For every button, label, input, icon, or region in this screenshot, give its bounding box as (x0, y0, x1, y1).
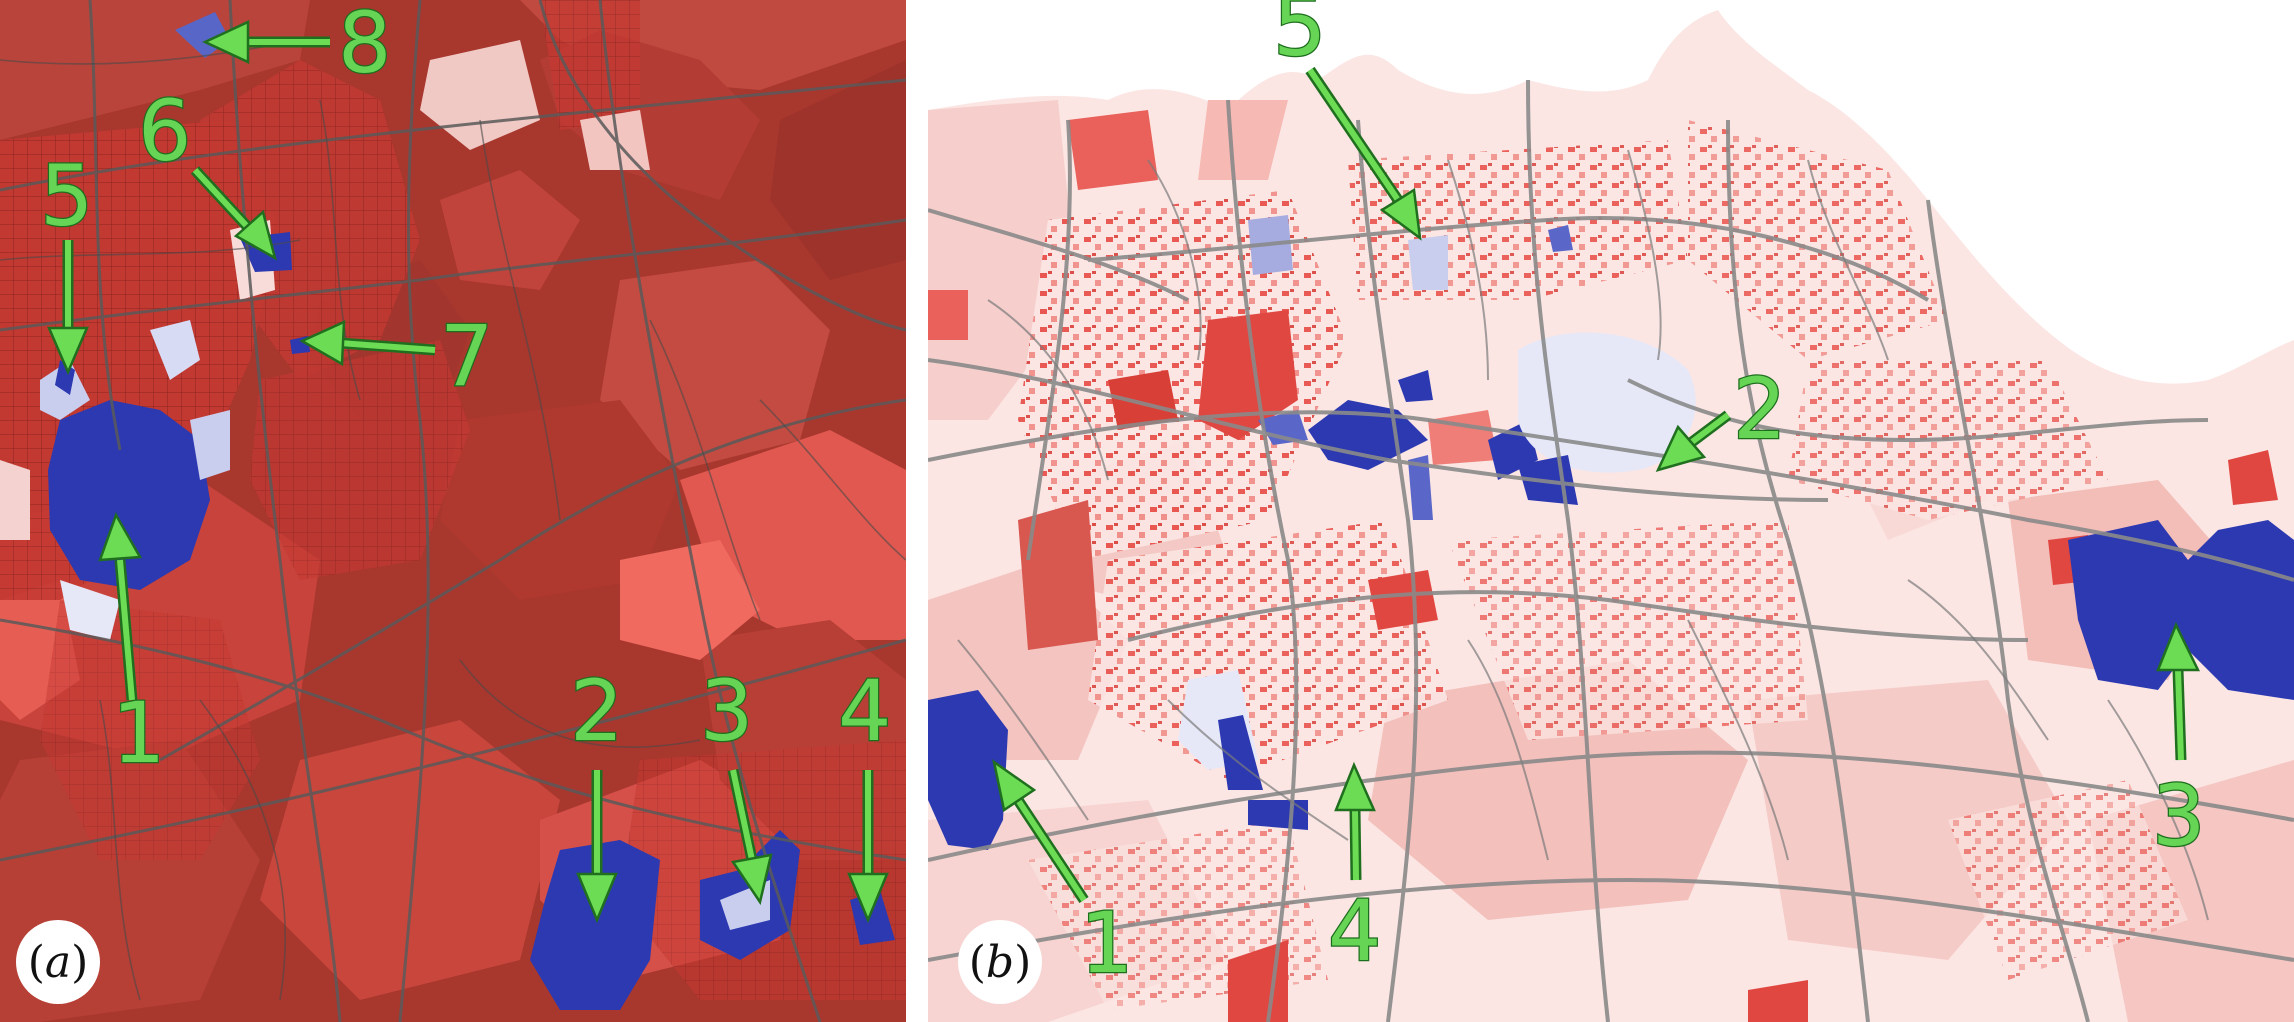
marker-a-1: 1 (112, 684, 165, 782)
map-a-roads (0, 0, 906, 1022)
marker-b-3: 3 (2152, 767, 2205, 865)
map-b-red-blocks (928, 110, 2278, 1022)
map-a-markers: 8 6 5 7 1 2 3 4 (39, 0, 893, 924)
marker-a-3: 3 (700, 662, 753, 760)
map-a-canvas: 8 6 5 7 1 2 3 4 (0, 0, 906, 1022)
marker-a-8: 8 (338, 0, 391, 92)
marker-a-6: 6 (138, 82, 191, 180)
map-b-minor-roads (957, 149, 2209, 921)
marker-b-4: 4 (1328, 882, 1381, 980)
panel-label-a-text: a (44, 936, 72, 988)
marker-a-2: 2 (570, 662, 623, 760)
panel-label-a: (a) (16, 920, 100, 1004)
marker-a-4: 4 (838, 662, 891, 760)
map-panel-a: 8 6 5 7 1 2 3 4 (a) (0, 0, 906, 1022)
marker-b-1: 1 (1080, 894, 1133, 992)
map-a-blue-areas (40, 12, 895, 1010)
map-b-roads (928, 79, 2294, 1022)
panel-label-b: (b) (958, 920, 1042, 1004)
map-panel-b: 5 2 3 4 1 (b) (928, 0, 2294, 1022)
map-b-urban-tracts (1018, 120, 2188, 1010)
marker-a-7: 7 (440, 307, 493, 405)
marker-b-2: 2 (1733, 360, 1786, 458)
panel-label-b-text: b (985, 936, 1015, 988)
marker-b-5: 5 (1273, 0, 1326, 75)
map-b-canvas: 5 2 3 4 1 (928, 0, 2294, 1022)
marker-a-5: 5 (40, 147, 93, 245)
map-b-markers: 5 2 3 4 1 (992, 0, 2207, 993)
